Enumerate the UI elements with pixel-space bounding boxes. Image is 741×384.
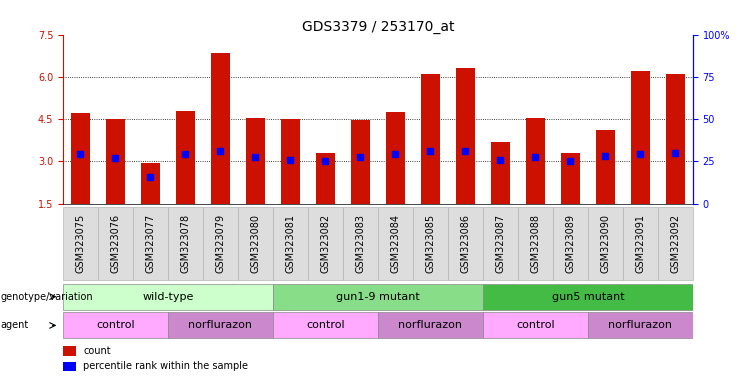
- Bar: [421, 74, 440, 204]
- Text: norflurazon: norflurazon: [608, 320, 672, 331]
- Text: control: control: [306, 320, 345, 331]
- Text: GSM323083: GSM323083: [356, 214, 365, 273]
- Bar: [273, 284, 483, 310]
- Bar: [133, 207, 168, 280]
- Bar: [343, 207, 378, 280]
- Text: GSM323075: GSM323075: [76, 214, 85, 273]
- Text: GSM323081: GSM323081: [285, 214, 296, 273]
- Text: count: count: [84, 346, 111, 356]
- Text: GSM323082: GSM323082: [320, 214, 330, 273]
- Bar: [141, 163, 160, 204]
- Title: GDS3379 / 253170_at: GDS3379 / 253170_at: [302, 20, 454, 33]
- Text: GSM323091: GSM323091: [635, 214, 645, 273]
- Text: gun1-9 mutant: gun1-9 mutant: [336, 291, 420, 302]
- Text: GSM323089: GSM323089: [565, 214, 575, 273]
- Text: norflurazon: norflurazon: [188, 320, 253, 331]
- Bar: [491, 142, 510, 204]
- Text: GSM323079: GSM323079: [216, 214, 225, 273]
- Text: agent: agent: [1, 320, 29, 331]
- Text: wild-type: wild-type: [142, 291, 193, 302]
- Bar: [483, 284, 693, 310]
- Bar: [526, 118, 545, 204]
- Text: control: control: [96, 320, 135, 331]
- Text: GSM323084: GSM323084: [391, 214, 400, 273]
- Bar: [413, 207, 448, 280]
- Bar: [553, 207, 588, 280]
- Text: norflurazon: norflurazon: [399, 320, 462, 331]
- Bar: [316, 153, 335, 204]
- Bar: [378, 207, 413, 280]
- Bar: [63, 284, 273, 310]
- Text: GSM323086: GSM323086: [460, 214, 471, 273]
- Bar: [281, 119, 300, 204]
- Bar: [168, 313, 273, 338]
- Bar: [350, 121, 370, 204]
- Bar: [588, 313, 693, 338]
- Bar: [63, 346, 76, 356]
- Bar: [273, 313, 378, 338]
- Bar: [658, 207, 693, 280]
- Text: GSM323085: GSM323085: [425, 214, 436, 273]
- Bar: [518, 207, 553, 280]
- Bar: [71, 113, 90, 204]
- Bar: [203, 207, 238, 280]
- Text: GSM323076: GSM323076: [110, 214, 121, 273]
- Bar: [176, 111, 195, 204]
- Bar: [665, 74, 685, 204]
- Bar: [561, 153, 580, 204]
- Text: GSM323087: GSM323087: [496, 214, 505, 273]
- Text: GSM323077: GSM323077: [145, 214, 156, 273]
- Bar: [106, 119, 125, 204]
- Bar: [588, 207, 623, 280]
- Text: gun5 mutant: gun5 mutant: [551, 291, 624, 302]
- Bar: [273, 207, 308, 280]
- Bar: [211, 53, 230, 204]
- Bar: [483, 313, 588, 338]
- Text: GSM323090: GSM323090: [600, 214, 611, 273]
- Bar: [63, 207, 98, 280]
- Text: control: control: [516, 320, 555, 331]
- Text: GSM323088: GSM323088: [531, 214, 540, 273]
- Text: GSM323092: GSM323092: [671, 214, 680, 273]
- Bar: [308, 207, 343, 280]
- Bar: [98, 207, 133, 280]
- Bar: [483, 207, 518, 280]
- Bar: [448, 207, 483, 280]
- Bar: [456, 68, 475, 204]
- Bar: [631, 71, 650, 204]
- Bar: [63, 362, 76, 371]
- Bar: [238, 207, 273, 280]
- Text: percentile rank within the sample: percentile rank within the sample: [84, 361, 248, 371]
- Text: GSM323080: GSM323080: [250, 214, 260, 273]
- Text: genotype/variation: genotype/variation: [1, 291, 93, 302]
- Bar: [386, 112, 405, 204]
- Text: GSM323078: GSM323078: [181, 214, 190, 273]
- Bar: [246, 118, 265, 204]
- Bar: [596, 130, 615, 204]
- Bar: [63, 313, 168, 338]
- Bar: [378, 313, 483, 338]
- Bar: [623, 207, 658, 280]
- Bar: [168, 207, 203, 280]
